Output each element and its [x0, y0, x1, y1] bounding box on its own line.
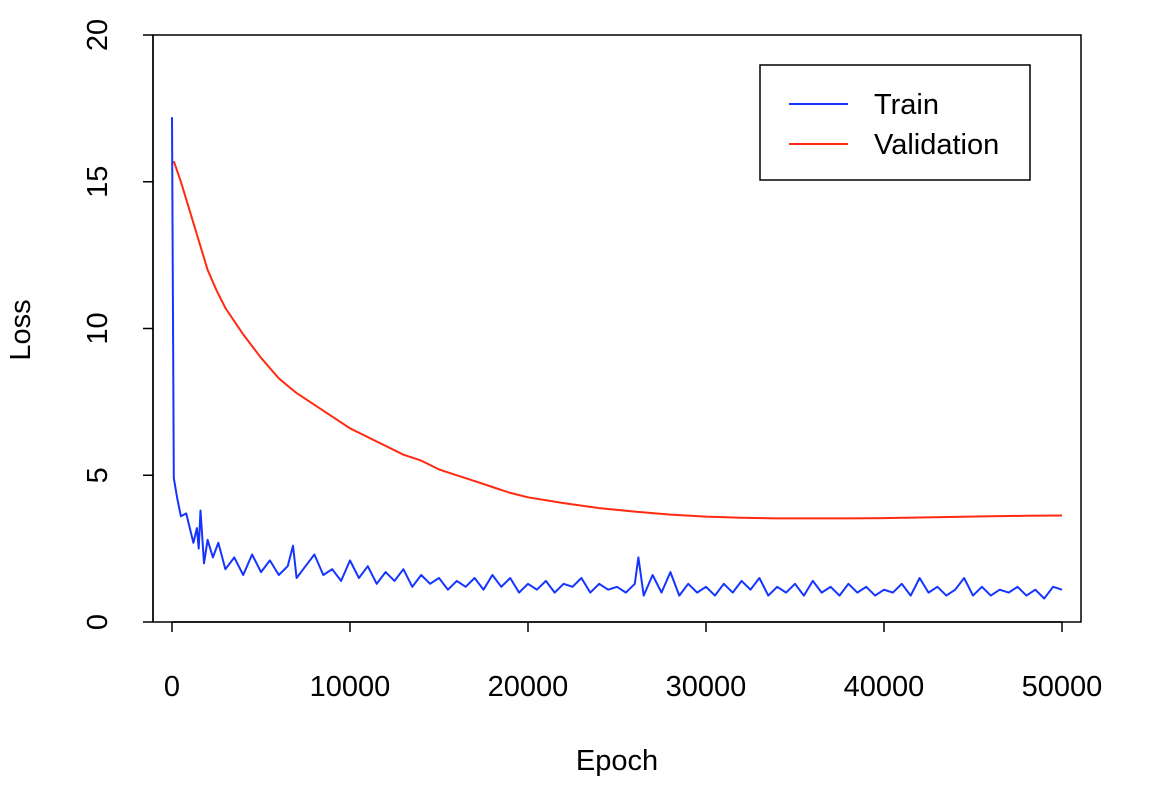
legend-box [759, 64, 1031, 181]
x-tick-label: 50000 [1022, 671, 1103, 703]
legend-label: Validation [874, 129, 999, 161]
x-tick-label: 0 [164, 671, 180, 703]
y-tick-label: 15 [82, 166, 114, 198]
x-tick-label: 40000 [844, 671, 925, 703]
y-tick-label: 5 [82, 467, 114, 483]
y-tick-label: 20 [82, 19, 114, 51]
line-series [172, 160, 1063, 520]
line-series [171, 117, 1063, 600]
y-axis-title: Loss [5, 299, 37, 360]
y-tick-label: 0 [82, 614, 114, 630]
x-tick-label: 10000 [310, 671, 391, 703]
y-tick-label: 10 [82, 312, 114, 344]
x-axis-title: Epoch [576, 745, 658, 777]
legend-label: Train [874, 89, 939, 121]
x-tick-label: 20000 [488, 671, 569, 703]
x-tick-label: 30000 [666, 671, 747, 703]
